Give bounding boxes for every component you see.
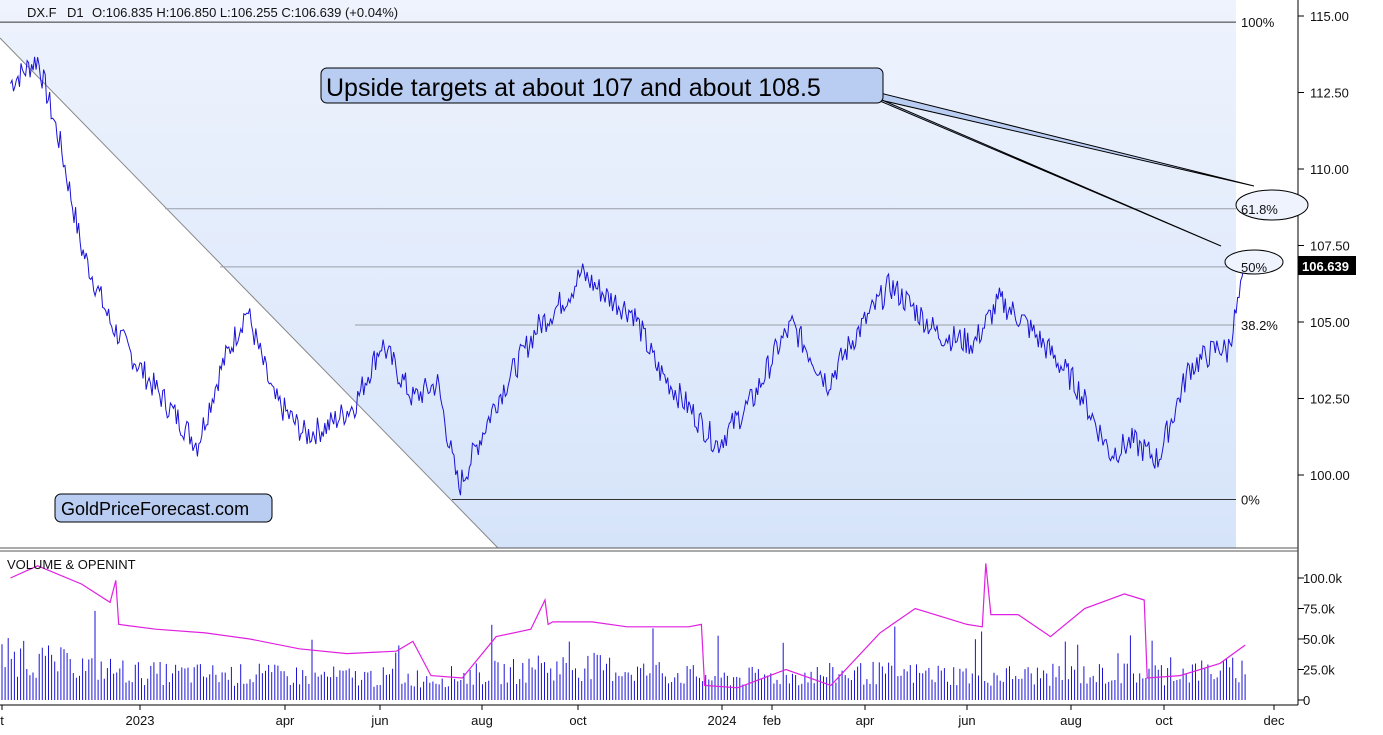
- price-tick-label: 110.00: [1310, 162, 1349, 177]
- volume-tick-label: 100.0k: [1303, 571, 1343, 586]
- watermark-text: GoldPriceForecast.com: [61, 499, 249, 519]
- time-tick-label: 2023: [126, 713, 155, 728]
- time-tick-label: apr: [276, 713, 295, 728]
- time-tick-label: 2024: [708, 713, 737, 728]
- last-price-value: 106.639: [1302, 259, 1349, 274]
- time-tick-label: feb: [763, 713, 781, 728]
- time-tick-label: dec: [1264, 713, 1285, 728]
- price-line: [10, 56, 1246, 496]
- fib-level-label: 50%: [1241, 260, 1267, 275]
- fibonacci-diagonal: [0, 37, 499, 549]
- fib-level-label: 61.8%: [1241, 202, 1278, 217]
- fib-level-label: 0%: [1241, 492, 1260, 507]
- time-tick-label: oct: [1155, 713, 1173, 728]
- header-timeframe: D1: [67, 5, 84, 20]
- time-tick-label: jun: [370, 713, 388, 728]
- fibonacci-zone-fill: [0, 0, 1236, 548]
- fibonacci-levels: [0, 21, 1236, 500]
- price-series: [10, 56, 1246, 496]
- target-ellipse-618[interactable]: [1235, 189, 1309, 221]
- price-tick-label: 100.00: [1310, 468, 1350, 483]
- fib-level-label: 38.2%: [1241, 318, 1278, 333]
- target-ellipse-50[interactable]: [1224, 249, 1284, 275]
- volume-bars: [1, 610, 1246, 700]
- price-tick-label: 115.00: [1310, 9, 1349, 24]
- fibonacci-labels: 100% 61.8% 50% 38.2% 0%: [1241, 15, 1278, 507]
- price-y-axis[interactable]: 100.00 102.50 105.00 107.50 110.00 112.50 115.…: [1298, 9, 1350, 483]
- volume-y-axis[interactable]: 0 25.0k 50.0k 75.0k 100.0k: [1298, 571, 1343, 708]
- time-tick-label: aug: [1060, 713, 1082, 728]
- volume-tick-label: 50.0k: [1303, 632, 1335, 647]
- price-tick-label: 107.50: [1310, 239, 1350, 254]
- open-interest-series: [10, 563, 1246, 689]
- last-price-tag: [1298, 256, 1356, 275]
- header-ohlc: O:106.835 H:106.850 L:106.255 C:106.639 …: [92, 5, 398, 20]
- price-tick-label: 112.50: [1310, 86, 1349, 101]
- header-symbol: DX.F: [27, 5, 57, 20]
- open-interest-line: [10, 563, 1246, 689]
- time-tick-label: oct: [569, 713, 587, 728]
- time-tick-label: t: [0, 713, 4, 728]
- fib-level-label: 100%: [1241, 15, 1275, 30]
- time-tick-label: apr: [856, 713, 875, 728]
- watermark-box: [54, 493, 273, 523]
- callout-box[interactable]: [320, 67, 884, 104]
- price-tick-label: 102.50: [1310, 392, 1350, 407]
- time-x-axis[interactable]: t 2023 apr jun aug oct 2024 feb apr jun aug oct dec: [0, 705, 1285, 728]
- fibonacci-zone: [0, 0, 1236, 549]
- volume-tick-label: 25.0k: [1303, 663, 1335, 678]
- volume-tick-label: 0: [1303, 693, 1310, 708]
- time-tick-label: aug: [471, 713, 493, 728]
- callout-text: Upside targets at about 107 and about 10…: [326, 74, 821, 102]
- price-tick-label: 105.00: [1310, 315, 1350, 330]
- volume-tick-label: 75.0k: [1303, 602, 1335, 617]
- volume-panel-title: VOLUME & OPENINT: [7, 557, 136, 572]
- time-tick-label: jun: [957, 713, 975, 728]
